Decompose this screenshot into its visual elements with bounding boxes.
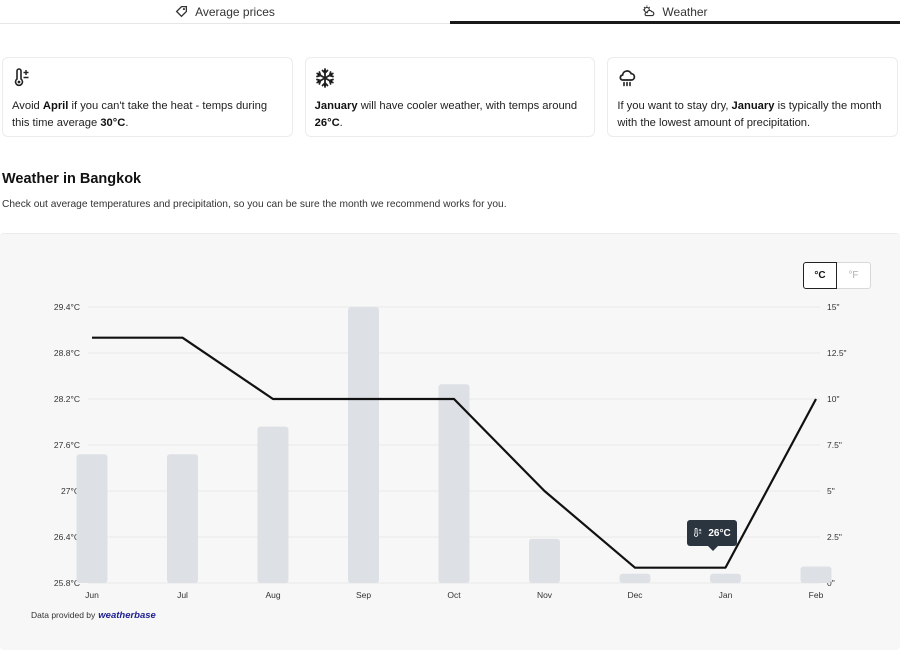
chart-panel [0, 233, 900, 650]
insight-card-heat: Avoid April if you can't take the heat -… [2, 57, 293, 137]
partly-cloudy-icon [643, 5, 655, 17]
celsius-button[interactable]: °C [803, 262, 837, 289]
chart-tooltip: 26°C [687, 520, 737, 551]
insight-card-dry: If you want to stay dry, January is typi… [607, 57, 899, 137]
thermometer-icon [694, 528, 702, 537]
insight-card-heat-text: Avoid April if you can't take the heat -… [12, 100, 268, 129]
tag-icon [175, 5, 188, 18]
fahrenheit-button[interactable]: °F [837, 262, 871, 289]
data-credit: Data provided by weatherbase [31, 610, 156, 621]
insight-cards: Avoid April if you can't take the heat -… [2, 57, 899, 137]
insight-card-dry-text: If you want to stay dry, January is typi… [617, 100, 882, 129]
section-subtitle: Check out average temperatures and preci… [2, 199, 507, 210]
tab-weather-label: Weather [662, 4, 708, 19]
chart-tooltip-text: 26°C [708, 527, 731, 539]
weatherbase-logo[interactable]: weatherbase [98, 610, 156, 621]
tab-bar: Average prices Weather [0, 0, 900, 24]
unit-toggle: °C °F [803, 262, 871, 289]
rain-cloud-icon [619, 70, 636, 87]
tab-weather[interactable]: Weather [450, 0, 900, 24]
data-credit-prefix: Data provided by [31, 610, 96, 620]
thermometer-icon [14, 68, 29, 87]
tab-average-prices[interactable]: Average prices [0, 0, 450, 23]
section-title: Weather in Bangkok [2, 171, 142, 187]
insight-card-cool: January will have cooler weather, with t… [304, 57, 596, 137]
tab-average-prices-label: Average prices [195, 4, 275, 19]
insight-card-cool-text: January will have cooler weather, with t… [314, 100, 578, 129]
snowflake-icon [315, 68, 334, 88]
